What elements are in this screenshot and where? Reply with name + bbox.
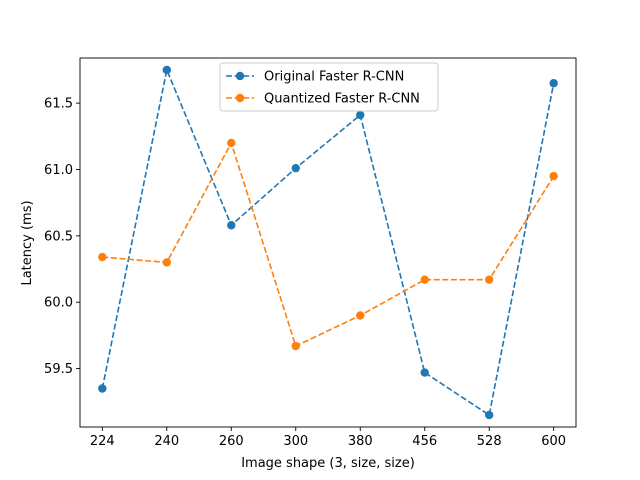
- axes-layer: 224 240 260 300 380 456 528 600 59.5 60.0 60.5 61.0…: [44, 57, 577, 449]
- x-tick-label: 600: [541, 434, 566, 449]
- data-point-1-3: [291, 341, 300, 351]
- series-line-0: [101, 67, 555, 417]
- x-tick-label: 240: [154, 434, 179, 449]
- y-tick-label: 60.5: [44, 229, 73, 244]
- legend-label-0: Original Faster R-CNN: [264, 70, 404, 85]
- x-axis-label: Image shape (3, size, size): [241, 456, 415, 471]
- x-tick-label: 224: [90, 434, 115, 449]
- series-line-1: [102, 140, 555, 348]
- y-tick-label: 61.0: [44, 163, 73, 178]
- data-point-1-0: [98, 252, 107, 262]
- data-point-1-1: [162, 258, 171, 267]
- x-tick-label: 260: [219, 434, 244, 449]
- plot-layer: [98, 65, 558, 420]
- x-tick-label: 528: [477, 434, 502, 449]
- legend-marker-1: [235, 93, 245, 103]
- data-point-0-3: [291, 163, 300, 173]
- legend-label-1: Quantized Faster R-CNN: [264, 92, 420, 107]
- y-axis-label: Latency (ms): [20, 200, 35, 285]
- x-tick-label: 300: [283, 434, 308, 449]
- y-tick-label: 59.5: [44, 362, 73, 377]
- data-point-0-2: [227, 221, 236, 230]
- data-point-1-5: [420, 275, 429, 284]
- data-point-1-6: [485, 275, 494, 284]
- data-point-0-7: [549, 79, 558, 88]
- x-tick-label: 456: [412, 434, 437, 449]
- data-point-1-4: [356, 311, 365, 320]
- data-point-1-7: [549, 171, 558, 181]
- legend-marker-0: [235, 71, 245, 81]
- data-point-0-6: [485, 410, 494, 420]
- axes-frame: [79, 57, 577, 428]
- y-tick-label: 61.5: [44, 97, 73, 112]
- data-point-0-0: [98, 384, 107, 393]
- legend: Original Faster R-CNN Quantized Faster R-…: [219, 62, 439, 112]
- data-point-0-4: [356, 110, 365, 120]
- y-tick-label: 60.0: [44, 296, 73, 311]
- data-point-1-2: [227, 138, 236, 148]
- data-point-0-1: [162, 65, 171, 75]
- legend-box: [219, 62, 439, 112]
- x-tick-label: 380: [348, 434, 373, 449]
- data-point-0-5: [420, 368, 429, 377]
